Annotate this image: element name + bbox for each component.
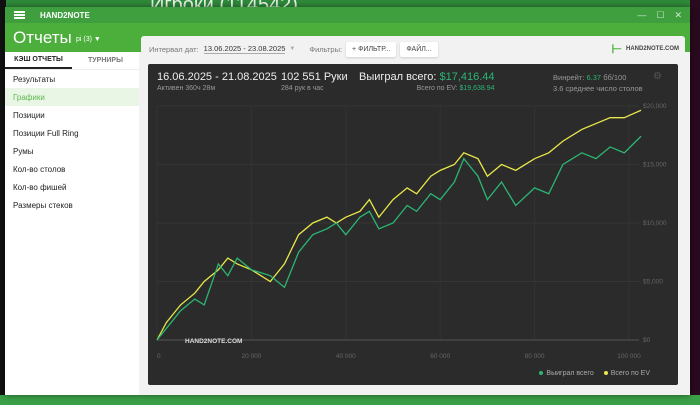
y-tick-label: $15,000 xyxy=(643,162,667,169)
sidebar-item[interactable]: Результаты xyxy=(13,74,56,84)
desktop-edge xyxy=(0,0,6,405)
sidebar-item[interactable]: Позиции Full Ring xyxy=(13,128,79,138)
plus-icon: + xyxy=(352,45,359,53)
legend-item-ev[interactable]: Всего по EV xyxy=(603,370,650,377)
minimize-button[interactable]: — xyxy=(637,9,647,20)
taskbar xyxy=(0,395,700,405)
menu-icon[interactable] xyxy=(14,11,25,19)
stats-date-range: 16.06.2025 - 21.08.2025 xyxy=(157,71,277,83)
won-value: $17,416.44 xyxy=(439,71,495,83)
graph-panel: 0 20 000 40 000 60 000 80 000 100 000 $0 $5,000… xyxy=(148,64,678,385)
desktop-edge xyxy=(690,0,700,405)
y-tick-label: $10,000 xyxy=(643,220,667,227)
chart-legend: Выиграл всего Всего по EV xyxy=(539,370,650,377)
title-bar: HAND2NOTE — ☐ ✕ xyxy=(5,7,690,23)
x-tick-label: 80 000 xyxy=(525,353,545,360)
legend-label: Всего по EV xyxy=(610,370,650,377)
gear-icon[interactable]: ⚙ xyxy=(653,71,662,82)
sidebar-item[interactable]: Кол-во фишей xyxy=(13,182,67,192)
file-button[interactable]: ФАЙЛ... xyxy=(400,41,438,57)
y-tick-label: $20,000 xyxy=(643,103,667,110)
legend-label: Выиграл всего xyxy=(546,370,594,377)
winrate-value: 6.37 xyxy=(586,73,602,82)
chevron-down-icon: ▼ xyxy=(93,36,101,43)
y-tick-label: $0 xyxy=(643,337,651,344)
date-interval-dropdown[interactable]: 13.06.2025 - 23.08.2025 xyxy=(203,44,286,54)
tab-tournaments[interactable]: ТУРНИРЫ xyxy=(88,57,123,64)
page-title: Отчеты xyxy=(13,28,72,47)
logo-icon: ⊢ xyxy=(611,42,622,56)
chart-watermark: HAND2NOTE.COM xyxy=(185,338,242,345)
winrate-unit: бб/100 xyxy=(603,73,627,82)
tab-cash-reports[interactable]: КЭШ ОТЧЕТЫ xyxy=(5,52,72,69)
results-chart: 0 20 000 40 000 60 000 80 000 100 000 $0 $5,000… xyxy=(156,103,667,360)
x-tick-label: 40 000 xyxy=(336,353,356,360)
sidebar-item[interactable]: Позиции xyxy=(13,110,45,120)
x-tick-label: 100 000 xyxy=(617,353,641,360)
main-content: Интервал дат: 13.06.2025 - 23.08.2025 ▼ Ф… xyxy=(141,36,685,395)
x-tick-label: 20 000 xyxy=(241,353,261,360)
ev-label: Всего по EV: xyxy=(416,85,458,92)
add-filter-button[interactable]: + ФИЛЬТР... xyxy=(346,41,397,57)
logo-text: HAND2NOTE.COM xyxy=(625,46,679,52)
filters-label: Фильтры: xyxy=(309,44,343,54)
add-filter-label: ФИЛЬТР... xyxy=(358,45,391,53)
sidebar-item[interactable]: Размеры стеков xyxy=(13,200,73,210)
app-name: HAND2NOTE xyxy=(40,10,90,20)
sidebar: КЭШ ОТЧЕТЫ ТУРНИРЫ Результаты Графики Пози… xyxy=(5,52,139,395)
sidebar-item[interactable]: Графики xyxy=(5,88,139,106)
ev-value: $19,638.94 xyxy=(459,85,495,92)
sidebar-item[interactable]: Кол-во столов xyxy=(13,164,66,174)
stats-hands: 102 551 Руки xyxy=(281,71,348,83)
legend-swatch xyxy=(539,371,544,376)
avg-tables: 3.6 среднее число столов xyxy=(553,84,643,93)
date-interval-label: Интервал дат: xyxy=(149,44,199,54)
won-label: Выиграл всего: xyxy=(359,71,437,83)
legend-item-won[interactable]: Выиграл всего xyxy=(539,370,594,377)
player-filter-dropdown[interactable]: pi (3) ▼ xyxy=(76,36,101,43)
chevron-down-icon: ▼ xyxy=(289,46,296,52)
close-button[interactable]: ✕ xyxy=(674,9,682,20)
x-tick-label: 60 000 xyxy=(430,353,450,360)
toolbar: Интервал дат: 13.06.2025 - 23.08.2025 ▼ Ф… xyxy=(149,40,679,58)
series-line-won xyxy=(156,135,642,341)
winrate-label: Винрейт: xyxy=(553,73,585,82)
y-tick-label: $5,000 xyxy=(643,279,663,286)
hand2note-logo: ⊢ HAND2NOTE.COM xyxy=(612,42,679,56)
stats-active-time: Активен 360ч 28м xyxy=(157,85,216,92)
legend-swatch xyxy=(603,371,608,376)
stats-hands-per-hour: 284 рук в час xyxy=(281,85,324,92)
app-window: HAND2NOTE — ☐ ✕ Отчеты pi (3) ▼ КЭШ ОТЧЕТЫ… xyxy=(5,7,690,395)
x-tick-label: 0 xyxy=(157,353,161,360)
maximize-button[interactable]: ☐ xyxy=(656,9,665,20)
player-filter-value: pi (3) xyxy=(76,36,92,43)
series-line-ev xyxy=(156,109,642,341)
sidebar-item[interactable]: Румы xyxy=(13,146,34,156)
